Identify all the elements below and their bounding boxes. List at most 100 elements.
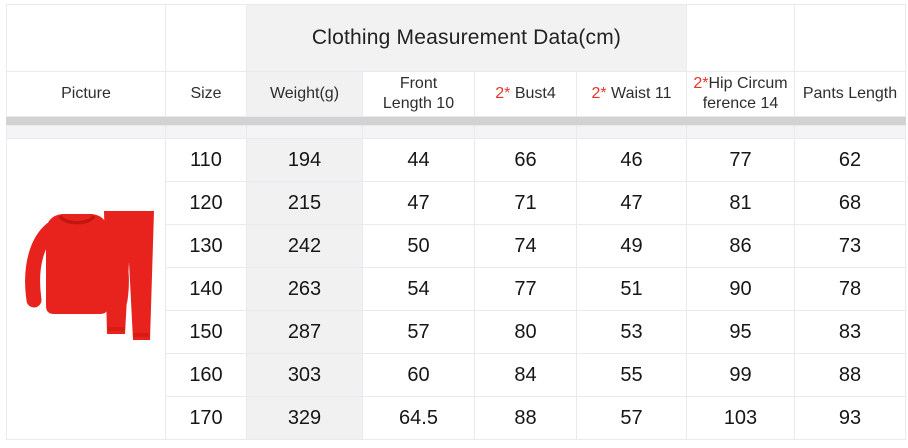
thin-cell <box>165 125 247 139</box>
size-cell: 150 <box>165 310 247 354</box>
weight-cell: 215 <box>246 181 363 225</box>
divider-band <box>6 116 906 126</box>
pants-length-cell: 88 <box>794 353 906 397</box>
header-hip: 2*Hip Circum ference 14 <box>686 71 795 117</box>
size-cell: 110 <box>165 138 247 182</box>
spacer-cell-picture <box>6 4 166 72</box>
thin-cell <box>6 125 166 139</box>
divider-band-row <box>6 116 906 126</box>
header-hip-label-line1: Hip Circum <box>708 75 788 93</box>
spacer-cell-pants <box>794 4 906 72</box>
waist-cell: 49 <box>576 224 687 268</box>
size-cell: 160 <box>165 353 247 397</box>
thin-spacer-row <box>6 125 906 139</box>
header-hip-label-line2: ference 14 <box>702 95 779 112</box>
pants-length-cell: 73 <box>794 224 906 268</box>
waist-cell: 51 <box>576 267 687 311</box>
table-row: 140 263 54 77 51 90 78 <box>7 267 906 311</box>
header-hip-multiplier: 2* <box>693 75 709 93</box>
table-row: 110 194 44 66 46 77 62 <box>6 138 906 440</box>
hip-cell: 77 <box>686 138 795 182</box>
size-cell: 120 <box>165 181 247 225</box>
header-bust-label: Bust4 <box>510 85 556 103</box>
bust-cell: 74 <box>474 224 577 268</box>
hip-cell: 90 <box>686 267 795 311</box>
header-front-length: Front Length 10 <box>362 71 475 117</box>
waist-cell: 47 <box>576 181 687 225</box>
weight-cell: 329 <box>246 396 363 440</box>
weight-cell: 242 <box>246 224 363 268</box>
header-waist: 2* Waist 11 <box>576 71 687 117</box>
pants-length-cell: 83 <box>794 310 906 354</box>
waist-cell: 53 <box>576 310 687 354</box>
header-waist-multiplier: 2* <box>591 85 607 103</box>
bust-cell: 66 <box>474 138 577 182</box>
thin-cell <box>794 125 906 139</box>
bust-cell: 80 <box>474 310 577 354</box>
bust-cell: 88 <box>474 396 577 440</box>
front-length-cell: 64.5 <box>362 396 475 440</box>
table-row: 160 303 60 84 55 99 88 <box>7 353 906 397</box>
bust-cell: 77 <box>474 267 577 311</box>
spacer-cell-hip <box>686 4 795 72</box>
spacer-cell-size <box>165 4 247 72</box>
waist-cell: 55 <box>576 353 687 397</box>
front-length-cell: 44 <box>362 138 475 182</box>
title-row: Clothing Measurement Data(cm) <box>6 4 906 72</box>
header-front-line2: Length 10 <box>382 95 455 112</box>
front-length-cell: 57 <box>362 310 475 354</box>
pants-length-cell: 78 <box>794 267 906 311</box>
thin-cell <box>576 125 687 139</box>
pants-length-cell: 62 <box>794 138 906 182</box>
header-bust: 2* Bust4 <box>474 71 577 117</box>
header-bust-multiplier: 2* <box>495 85 511 103</box>
weight-cell: 263 <box>246 267 363 311</box>
hip-cell: 95 <box>686 310 795 354</box>
weight-cell: 194 <box>246 138 363 182</box>
weight-cell: 303 <box>246 353 363 397</box>
front-length-cell: 54 <box>362 267 475 311</box>
header-pants-length: Pants Length <box>794 71 906 117</box>
waist-cell: 46 <box>576 138 687 182</box>
bust-cell: 84 <box>474 353 577 397</box>
header-size: Size <box>165 71 247 117</box>
size-cell: 130 <box>165 224 247 268</box>
shirt-collar <box>57 214 96 225</box>
hip-cell: 99 <box>686 353 795 397</box>
size-cell: 140 <box>165 267 247 311</box>
bust-cell: 71 <box>474 181 577 225</box>
header-hip-line1-wrap: 2*Hip Circum <box>693 75 787 92</box>
shirt-body <box>45 214 108 314</box>
hip-cell: 103 <box>686 396 795 440</box>
thin-cell <box>474 125 577 139</box>
table-row: 130 242 50 74 49 86 73 <box>7 224 906 268</box>
header-waist-label: Waist 11 <box>606 85 672 103</box>
hip-cell: 81 <box>686 181 795 225</box>
waist-cell: 57 <box>576 396 687 440</box>
weight-cell: 287 <box>246 310 363 354</box>
table-row: 170 329 64.5 88 57 103 93 <box>7 396 906 440</box>
front-length-cell: 60 <box>362 353 475 397</box>
pants-length-cell: 68 <box>794 181 906 225</box>
header-picture: Picture <box>6 71 166 117</box>
table-row: 120 215 47 71 47 81 68 <box>7 181 906 225</box>
header-front-line1: Front <box>399 75 438 93</box>
size-cell: 170 <box>165 396 247 440</box>
header-row: Picture Size Weight(g) Front Length 10 2… <box>6 71 906 117</box>
pants <box>103 211 154 340</box>
thin-cell <box>686 125 795 139</box>
front-length-cell: 47 <box>362 181 475 225</box>
pants-left-cuff <box>107 327 124 331</box>
red-pajama-set-image <box>24 211 154 340</box>
header-weight: Weight(g) <box>246 71 363 117</box>
thin-cell <box>246 125 363 139</box>
front-length-cell: 50 <box>362 224 475 268</box>
measurement-table: Clothing Measurement Data(cm) Picture Si… <box>6 4 906 440</box>
table-title: Clothing Measurement Data(cm) <box>246 4 687 72</box>
hip-cell: 86 <box>686 224 795 268</box>
pants-right-cuff <box>133 333 149 337</box>
thin-cell <box>362 125 475 139</box>
product-picture-cell <box>6 138 166 440</box>
pants-length-cell: 93 <box>794 396 906 440</box>
